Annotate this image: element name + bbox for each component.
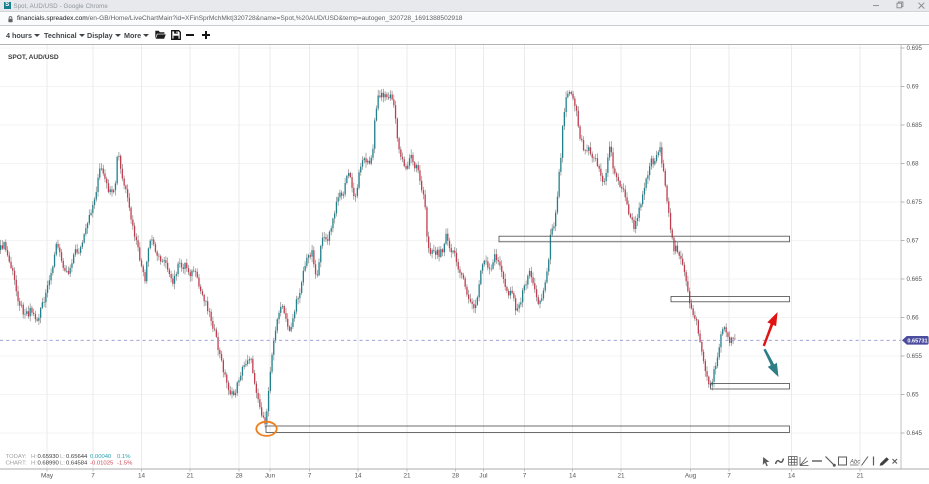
- svg-text:May: May: [41, 473, 54, 480]
- svg-text:7: 7: [523, 473, 527, 480]
- svg-text:0.65: 0.65: [907, 392, 920, 399]
- svg-text:7: 7: [308, 473, 312, 480]
- svg-text:14: 14: [138, 473, 146, 480]
- svg-text:14: 14: [569, 473, 577, 480]
- svg-text:H:: H:: [31, 454, 37, 460]
- svg-text:0.65930: 0.65930: [38, 454, 60, 460]
- svg-text:0.65731: 0.65731: [907, 339, 927, 345]
- svg-text:0.68990: 0.68990: [38, 461, 60, 467]
- svg-text:21: 21: [617, 473, 625, 480]
- svg-text:14: 14: [788, 473, 796, 480]
- svg-text:21: 21: [403, 473, 411, 480]
- svg-text:L:: L:: [60, 454, 65, 460]
- svg-text:Aug: Aug: [685, 473, 697, 480]
- svg-text:21: 21: [856, 473, 864, 480]
- svg-text:0.66: 0.66: [907, 315, 920, 322]
- svg-text:0.67: 0.67: [907, 238, 920, 245]
- svg-text:0.685: 0.685: [907, 122, 923, 129]
- svg-text:0.655: 0.655: [907, 353, 923, 360]
- svg-text:0.1%: 0.1%: [117, 454, 131, 460]
- svg-text:0.695: 0.695: [907, 45, 923, 52]
- svg-text:28: 28: [452, 473, 460, 480]
- svg-text:H:: H:: [31, 461, 37, 467]
- svg-text:TODAY:: TODAY:: [6, 454, 27, 460]
- svg-text:L:: L:: [60, 461, 65, 467]
- svg-text:0.645: 0.645: [907, 430, 923, 437]
- svg-text:0.69: 0.69: [907, 84, 920, 91]
- svg-text:14: 14: [354, 473, 362, 480]
- svg-text:CHART:: CHART:: [6, 461, 28, 467]
- svg-text:0.65644: 0.65644: [66, 454, 88, 460]
- svg-text:-0.01025: -0.01025: [90, 461, 114, 467]
- svg-text:0.675: 0.675: [907, 199, 923, 206]
- svg-text:7: 7: [91, 473, 95, 480]
- svg-text:SPOT, AUD/USD: SPOT, AUD/USD: [8, 54, 59, 61]
- svg-text:0.68: 0.68: [907, 161, 920, 168]
- svg-text:28: 28: [235, 473, 243, 480]
- svg-text:0.00040: 0.00040: [90, 454, 112, 460]
- svg-text:Jun: Jun: [265, 473, 276, 480]
- svg-text:7: 7: [727, 473, 731, 480]
- svg-text:21: 21: [186, 473, 194, 480]
- svg-text:Jul: Jul: [479, 473, 487, 480]
- svg-text:0.665: 0.665: [907, 276, 923, 283]
- svg-text:-1.5%: -1.5%: [117, 461, 133, 467]
- svg-text:Abc: Abc: [849, 460, 860, 466]
- svg-text:0.64584: 0.64584: [66, 461, 88, 467]
